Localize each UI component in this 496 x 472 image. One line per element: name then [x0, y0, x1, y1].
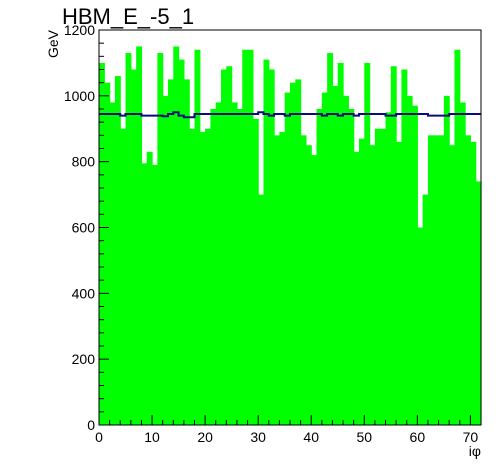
histogram-bar	[417, 227, 424, 425]
histogram-bar	[316, 109, 323, 425]
histogram-bar	[374, 128, 381, 425]
histogram-bar	[114, 76, 121, 425]
histogram-bar	[268, 69, 275, 425]
histogram-bar	[205, 128, 212, 425]
x-tick-label: 10	[144, 429, 160, 445]
histogram-bar	[390, 66, 397, 425]
histogram-bar	[353, 151, 360, 425]
histogram-bar	[263, 59, 270, 425]
histogram-bar	[369, 145, 376, 426]
histogram-bar	[210, 109, 217, 425]
histogram-bar	[459, 102, 466, 426]
histogram-bar	[141, 163, 148, 425]
x-tick-label: 70	[463, 429, 479, 445]
histogram-bar	[311, 155, 318, 426]
histogram-bar	[332, 85, 339, 425]
histogram-bar	[358, 138, 365, 425]
histogram-bar	[364, 62, 371, 426]
x-tick-label: 60	[410, 429, 426, 445]
histogram-bar	[215, 102, 222, 426]
histogram-bar	[162, 95, 169, 425]
histogram-bar	[136, 46, 143, 425]
chart-title: HBM_E_-5_1	[62, 4, 194, 29]
histogram-bar	[422, 194, 429, 425]
y-tick-label: 1000	[64, 88, 95, 104]
histogram-bar	[178, 59, 185, 425]
x-tick-label: 0	[95, 429, 103, 445]
histogram-bar	[99, 62, 105, 426]
histogram-bar	[348, 109, 355, 425]
histogram-bar	[221, 69, 227, 425]
histogram-bar	[438, 135, 445, 426]
x-tick-label: 40	[303, 429, 319, 445]
x-tick-label: 20	[197, 429, 213, 445]
y-tick-label: 400	[72, 285, 96, 301]
histogram-bar	[427, 135, 434, 426]
histogram-bar	[290, 82, 296, 426]
y-axis-label: GeV	[45, 29, 61, 58]
histogram-bar	[130, 69, 137, 425]
histogram-bar	[396, 141, 403, 425]
histogram-bar	[104, 82, 111, 426]
histogram-bar	[454, 49, 461, 425]
histogram-bar	[385, 112, 392, 426]
y-tick-label: 800	[72, 154, 96, 170]
plot-area	[99, 46, 482, 426]
histogram-bar	[109, 102, 116, 426]
histogram-bar	[279, 132, 286, 425]
histogram-bar	[146, 151, 153, 425]
axes: 0 10 20 30 40 50 60 70 0 200 400 600 800 1000 1200	[64, 22, 482, 445]
histogram-bar	[258, 194, 265, 425]
histogram-bar	[242, 49, 249, 425]
histogram-bar	[305, 145, 312, 426]
histogram-bar	[443, 95, 450, 425]
histogram-bar	[274, 135, 280, 426]
x-tick-label: 50	[356, 429, 372, 445]
histogram-bar	[284, 92, 291, 426]
histogram-bar	[401, 69, 408, 425]
histogram-bar	[327, 53, 334, 426]
histogram-bar	[475, 181, 482, 425]
histogram-bar	[295, 79, 302, 425]
histogram-bar	[231, 102, 238, 426]
histogram-bar	[189, 128, 196, 425]
histogram-bar	[157, 53, 164, 426]
histogram-bar	[125, 53, 132, 426]
histogram-bar	[236, 109, 243, 425]
histogram-bar	[470, 141, 477, 425]
histogram-bar	[406, 95, 413, 425]
histogram-bar	[167, 79, 174, 425]
histogram-bar	[226, 66, 233, 425]
histogram-bar	[194, 49, 201, 425]
histogram-bar	[433, 135, 440, 426]
reference-step-line	[99, 111, 481, 119]
y-tick-label: 1200	[64, 22, 95, 38]
histogram-bar	[300, 135, 307, 426]
y-tick-label: 200	[72, 351, 96, 367]
histogram-bar	[321, 92, 328, 426]
histogram-bar	[252, 118, 259, 425]
histogram-bar	[173, 46, 180, 425]
histogram-bar	[120, 128, 127, 425]
histogram-bar	[465, 135, 471, 426]
histogram-bar	[199, 132, 206, 425]
x-tick-label: 30	[250, 429, 266, 445]
histogram-bar	[343, 95, 349, 425]
histogram-bar	[337, 62, 344, 426]
y-tick-label: 600	[72, 220, 96, 236]
histogram-bar	[380, 128, 387, 425]
histogram-bar	[183, 79, 190, 425]
histogram-bar	[247, 49, 254, 425]
histogram-bar	[152, 164, 158, 426]
histogram-bar	[449, 145, 456, 426]
histogram-bar	[412, 105, 418, 425]
y-tick-label: 0	[87, 417, 95, 433]
x-axis-label: iφ	[469, 443, 481, 459]
